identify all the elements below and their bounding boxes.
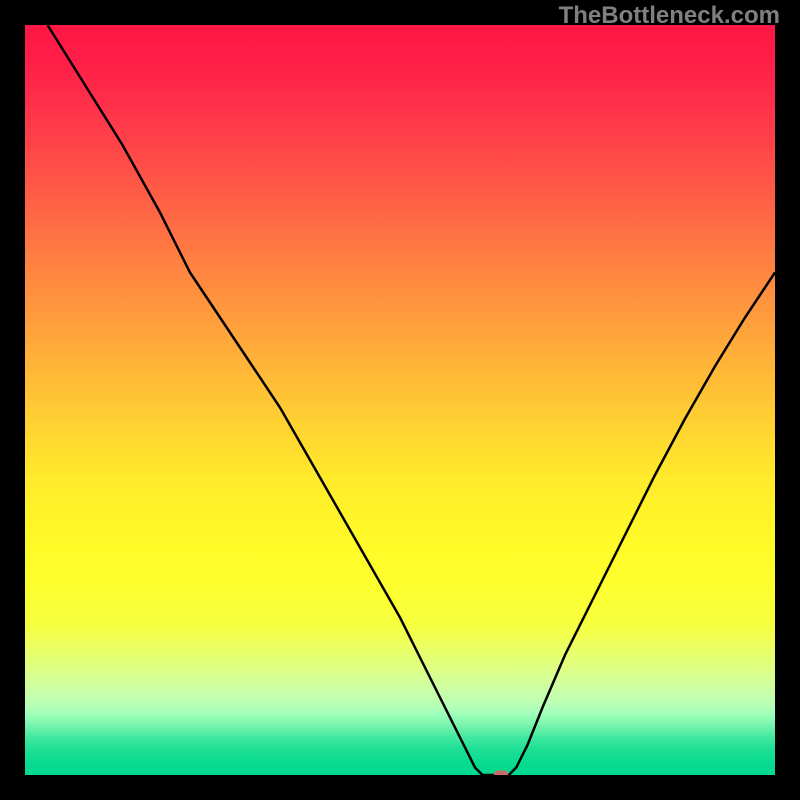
plot-area [25, 25, 775, 775]
watermark-text: TheBottleneck.com [559, 2, 780, 30]
bottleneck-curve [25, 25, 775, 775]
optimal-point-marker [494, 771, 508, 776]
